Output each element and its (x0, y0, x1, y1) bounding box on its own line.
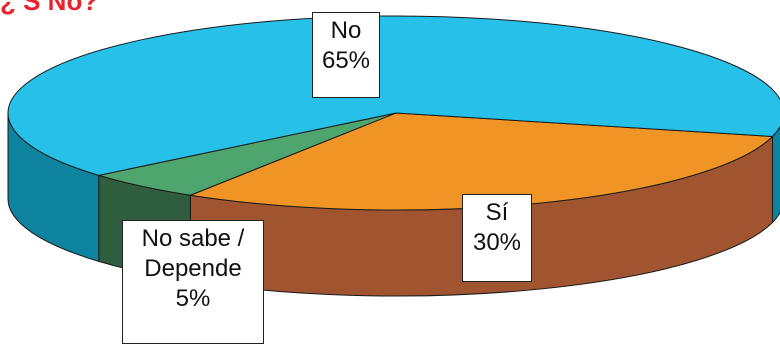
chart-title-fragment: ¿ S No? (0, 0, 99, 16)
slice-side-no (771, 125, 780, 224)
slice-label-no-name: No (330, 17, 362, 44)
slice-label-si-value: 30% (472, 229, 522, 256)
slice-no (7, 15, 780, 176)
slice-label-no-value: 65% (321, 47, 371, 74)
slice-label-no: No 65% (312, 12, 380, 98)
slice-label-no-sabe-value: 5% (175, 285, 211, 312)
slice-label-si: Sí 30% (462, 194, 532, 282)
slice-label-si-name: Sí (485, 199, 509, 226)
slice-label-no-sabe-line1: No sabe / (141, 225, 245, 252)
slice-label-no-sabe-line2: Depende (144, 255, 242, 282)
slice-label-no-sabe: No sabe / Depende 5% (122, 220, 264, 344)
